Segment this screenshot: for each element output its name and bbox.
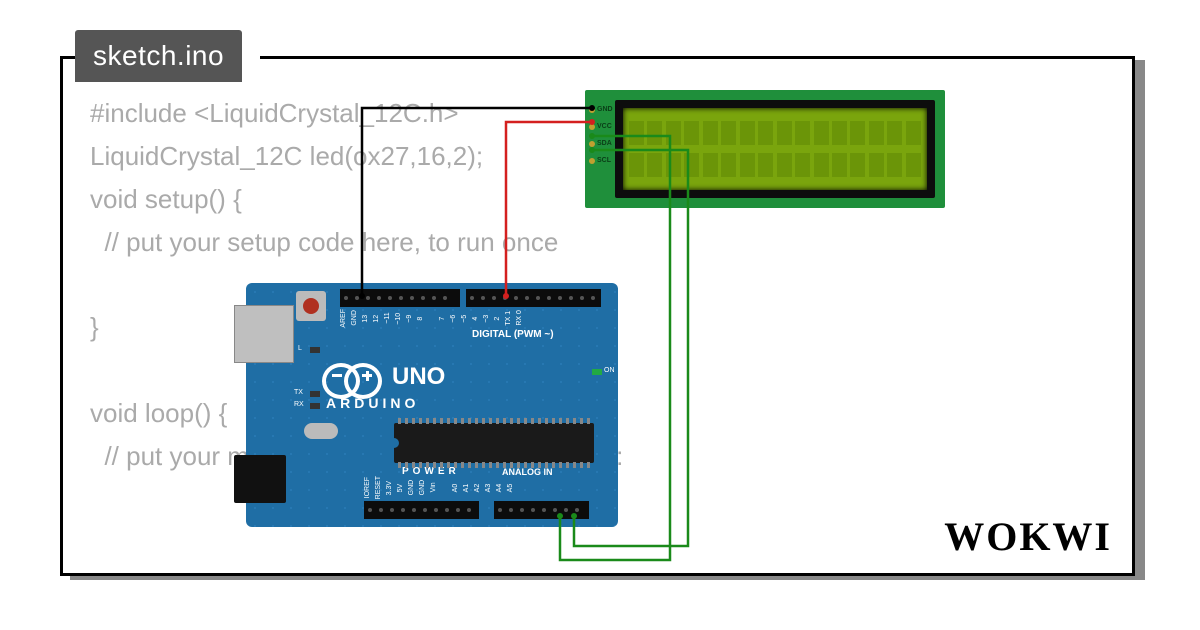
rx-led	[310, 403, 320, 409]
power-jack	[234, 455, 286, 503]
lcd-pin-vcc[interactable]: VCC	[589, 123, 613, 130]
on-led	[592, 369, 602, 375]
arduino-brand-text: ARDUINO	[326, 395, 419, 411]
crystal-oscillator	[304, 423, 338, 439]
lcd-pin-scl[interactable]: SCL	[589, 157, 613, 164]
power-header[interactable]	[364, 501, 479, 519]
arduino-uno[interactable]: AREFGND1312~11~10~987~6~54~32TX 1RX 0 IO…	[234, 267, 618, 535]
uno-text: UNO	[392, 363, 445, 391]
tx-label: TX	[294, 389, 303, 396]
analog-label: ANALOG IN	[502, 467, 553, 477]
analog-header[interactable]	[494, 501, 589, 519]
lcd-pin-gnd[interactable]: GND	[589, 106, 613, 113]
rx-label: RX	[294, 401, 304, 408]
lcd-screen	[623, 108, 927, 190]
reset-button[interactable]	[296, 291, 326, 321]
lcd-pin-sda[interactable]: SDA	[589, 140, 613, 147]
on-label: ON	[604, 367, 615, 374]
digital-header-right[interactable]	[466, 289, 601, 307]
lcd-pin-header: GND VCC SDA SCL	[589, 106, 613, 164]
wokwi-logo: WOKWI	[944, 513, 1112, 560]
frame-border	[260, 56, 1135, 59]
l-led	[310, 347, 320, 353]
tx-led	[310, 391, 320, 397]
lcd-module[interactable]: GND VCC SDA SCL	[585, 90, 945, 208]
l-label: L	[298, 345, 302, 352]
power-analog-pin-labels: IOREFRESET3.3V5VGNDGNDVinA0A1A2A3A4A5	[364, 476, 589, 499]
digital-pin-labels: AREFGND1312~11~10~987~6~54~32TX 1RX 0	[340, 309, 601, 328]
usb-port	[234, 305, 294, 363]
file-tab[interactable]: sketch.ino	[75, 30, 242, 82]
atmega-chip	[394, 423, 594, 463]
arduino-logo: UNO	[322, 363, 445, 391]
frame-border	[60, 56, 75, 59]
infinity-icon	[322, 363, 382, 391]
digital-header-left[interactable]	[340, 289, 460, 307]
digital-label: DIGITAL (PWM ~)	[472, 329, 554, 340]
